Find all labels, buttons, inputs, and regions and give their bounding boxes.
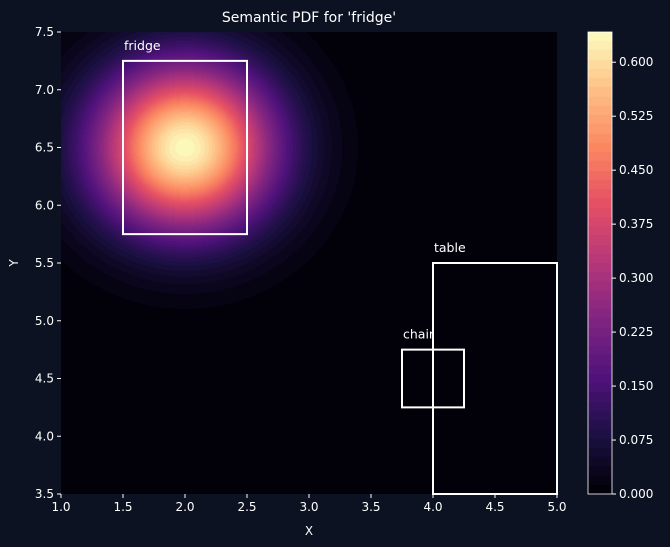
x-tick-label: 5.0 (547, 500, 566, 514)
colorbar (588, 32, 612, 494)
x-tick-label: 3.0 (299, 500, 318, 514)
x-tick-label: 4.0 (423, 500, 442, 514)
y-axis-label: Y (7, 259, 21, 268)
object-label-chair: chair (403, 327, 435, 342)
x-tick-label: 1.5 (113, 500, 132, 514)
colorbar-tick-label: 0.450 (619, 163, 653, 177)
x-axis-label: X (305, 524, 313, 538)
y-tick-label: 4.5 (35, 372, 54, 386)
colorbar-tick-label: 0.375 (619, 217, 653, 231)
colorbar-tick-label: 0.600 (619, 55, 653, 69)
object-box-table (432, 262, 558, 495)
y-tick-label: 5.0 (35, 314, 54, 328)
object-box-chair (401, 348, 465, 409)
colorbar-frame (587, 31, 613, 495)
y-tick-label: 5.5 (35, 256, 54, 270)
colorbar-tick-label: 0.300 (619, 271, 653, 285)
colorbar-tick-label: 0.525 (619, 109, 653, 123)
x-tick-label: 1.0 (51, 500, 70, 514)
y-tick-label: 6.5 (35, 141, 54, 155)
x-tick-label: 3.5 (361, 500, 380, 514)
object-label-fridge: fridge (124, 38, 161, 53)
y-tick-label: 7.5 (35, 25, 54, 39)
y-tick-label: 6.0 (35, 198, 54, 212)
y-tick-label: 4.0 (35, 429, 54, 443)
x-tick-label: 2.0 (175, 500, 194, 514)
x-tick-label: 4.5 (485, 500, 504, 514)
colorbar-tick-label: 0.150 (619, 379, 653, 393)
colorbar-tick-label: 0.075 (619, 433, 653, 447)
x-tick-label: 2.5 (237, 500, 256, 514)
colorbar-tick-label: 0.000 (619, 487, 653, 501)
chart-title: Semantic PDF for 'fridge' (222, 10, 396, 26)
object-box-fridge (122, 59, 248, 236)
colorbar-tick-label: 0.225 (619, 325, 653, 339)
object-label-table: table (434, 240, 466, 255)
y-tick-label: 3.5 (35, 487, 54, 501)
y-tick-label: 7.0 (35, 83, 54, 97)
